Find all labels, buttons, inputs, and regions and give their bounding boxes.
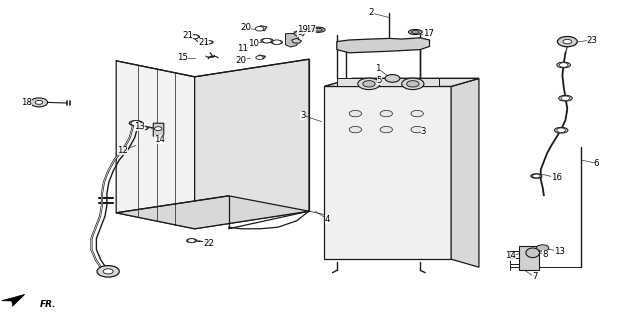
Text: 5: 5 bbox=[377, 76, 382, 85]
Circle shape bbox=[30, 98, 48, 107]
Text: 18: 18 bbox=[21, 98, 32, 107]
Circle shape bbox=[154, 127, 162, 131]
Circle shape bbox=[559, 63, 568, 67]
Circle shape bbox=[557, 128, 565, 132]
Text: 21: 21 bbox=[198, 38, 210, 47]
Text: 22: 22 bbox=[203, 239, 214, 248]
Text: 19: 19 bbox=[297, 25, 308, 34]
Text: 16: 16 bbox=[551, 173, 562, 182]
Text: 3: 3 bbox=[421, 127, 426, 136]
Polygon shape bbox=[116, 196, 309, 229]
Circle shape bbox=[557, 36, 577, 47]
Text: 17: 17 bbox=[423, 29, 434, 38]
Text: 4: 4 bbox=[325, 215, 330, 224]
Text: 12: 12 bbox=[117, 146, 128, 155]
Polygon shape bbox=[256, 55, 266, 59]
Ellipse shape bbox=[412, 31, 419, 34]
Circle shape bbox=[563, 39, 572, 44]
Circle shape bbox=[411, 126, 423, 133]
Ellipse shape bbox=[554, 127, 568, 133]
Ellipse shape bbox=[205, 41, 213, 44]
Text: 14: 14 bbox=[154, 135, 165, 144]
Ellipse shape bbox=[526, 248, 540, 258]
Circle shape bbox=[380, 110, 392, 117]
Ellipse shape bbox=[271, 40, 282, 44]
Circle shape bbox=[411, 110, 423, 117]
Ellipse shape bbox=[531, 174, 542, 178]
Circle shape bbox=[188, 239, 195, 243]
Text: 9: 9 bbox=[297, 28, 302, 36]
Polygon shape bbox=[324, 86, 451, 259]
Polygon shape bbox=[519, 246, 539, 270]
Text: 8: 8 bbox=[543, 250, 548, 259]
Text: 20: 20 bbox=[235, 56, 247, 65]
Ellipse shape bbox=[187, 239, 197, 243]
Circle shape bbox=[191, 35, 198, 39]
Polygon shape bbox=[324, 78, 479, 86]
Text: 1: 1 bbox=[376, 64, 381, 73]
Polygon shape bbox=[337, 78, 439, 86]
Circle shape bbox=[363, 81, 375, 87]
Polygon shape bbox=[195, 59, 309, 229]
Circle shape bbox=[131, 121, 141, 126]
Text: 13: 13 bbox=[554, 247, 565, 256]
Text: 14: 14 bbox=[505, 252, 516, 260]
Circle shape bbox=[255, 27, 264, 31]
Ellipse shape bbox=[138, 126, 148, 130]
Text: 7: 7 bbox=[532, 272, 537, 281]
Text: 10: 10 bbox=[248, 39, 259, 48]
Polygon shape bbox=[286, 34, 299, 47]
Ellipse shape bbox=[557, 62, 570, 68]
Text: 3: 3 bbox=[300, 111, 305, 120]
Text: 20: 20 bbox=[240, 23, 252, 32]
Text: 11: 11 bbox=[237, 44, 248, 53]
Circle shape bbox=[349, 126, 362, 133]
Text: FR.: FR. bbox=[40, 300, 57, 309]
Circle shape bbox=[536, 245, 549, 251]
Circle shape bbox=[380, 126, 392, 133]
Circle shape bbox=[402, 78, 424, 90]
Circle shape bbox=[561, 96, 570, 100]
Polygon shape bbox=[2, 294, 25, 306]
Circle shape bbox=[385, 75, 400, 82]
Ellipse shape bbox=[311, 27, 325, 32]
Polygon shape bbox=[324, 78, 479, 86]
Text: 17: 17 bbox=[305, 25, 316, 34]
Text: 15: 15 bbox=[177, 53, 188, 62]
Ellipse shape bbox=[386, 76, 399, 81]
Text: 13: 13 bbox=[133, 122, 145, 131]
Text: 2: 2 bbox=[368, 8, 373, 17]
Circle shape bbox=[263, 38, 271, 43]
Ellipse shape bbox=[314, 28, 322, 31]
Circle shape bbox=[407, 81, 419, 87]
Ellipse shape bbox=[190, 35, 200, 39]
Polygon shape bbox=[153, 123, 164, 138]
Circle shape bbox=[206, 41, 212, 44]
Polygon shape bbox=[116, 61, 195, 229]
Circle shape bbox=[140, 126, 147, 130]
Ellipse shape bbox=[559, 95, 572, 101]
Circle shape bbox=[97, 266, 119, 277]
Circle shape bbox=[349, 110, 362, 117]
Circle shape bbox=[533, 174, 540, 178]
Ellipse shape bbox=[129, 121, 143, 126]
Text: 6: 6 bbox=[594, 159, 599, 168]
Circle shape bbox=[273, 40, 281, 44]
Circle shape bbox=[358, 78, 380, 90]
Polygon shape bbox=[451, 78, 479, 267]
Text: 21: 21 bbox=[182, 31, 193, 40]
Circle shape bbox=[35, 100, 43, 104]
Circle shape bbox=[256, 56, 263, 60]
Polygon shape bbox=[256, 26, 267, 31]
Circle shape bbox=[103, 269, 113, 274]
Ellipse shape bbox=[261, 38, 273, 43]
Polygon shape bbox=[292, 38, 302, 43]
Polygon shape bbox=[337, 38, 430, 53]
Polygon shape bbox=[294, 30, 306, 36]
Text: 23: 23 bbox=[586, 36, 598, 44]
Ellipse shape bbox=[408, 29, 422, 35]
